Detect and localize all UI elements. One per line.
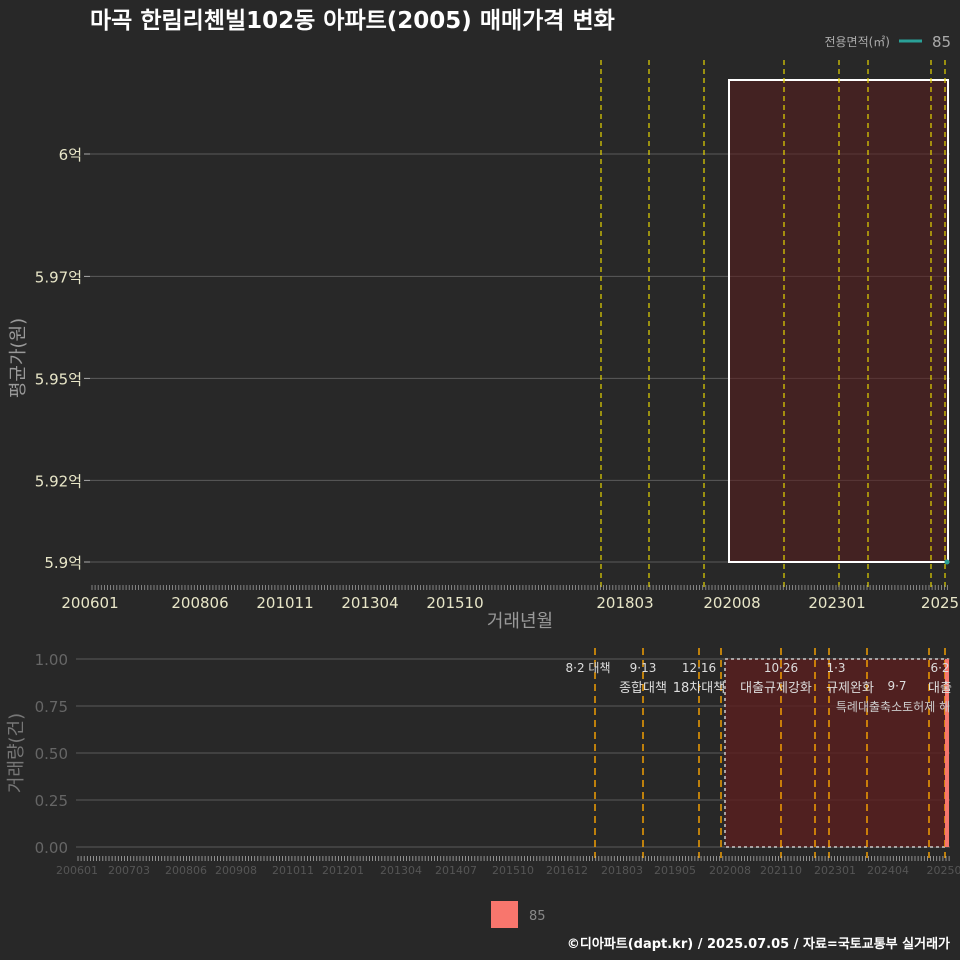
x-tick-label: 201407 — [435, 864, 477, 877]
y-tick-label: 0.75 — [35, 698, 68, 716]
x-tick-label: 201905 — [654, 864, 696, 877]
y-axis-title: 평균가(원) — [8, 318, 29, 398]
y-tick-label: 5.92억 — [35, 472, 82, 490]
x-axis-title: 거래년월 — [487, 611, 553, 632]
x-tick-label: 202301 — [808, 594, 865, 612]
x-tick-label: 200601 — [61, 594, 118, 612]
y-tick-label: 0.25 — [35, 792, 68, 810]
y-tick-label: 5.97억 — [35, 268, 82, 286]
annotation-date: 10·26 — [764, 661, 798, 675]
annotation-label: 특례대출축소토허제 해 — [836, 700, 950, 714]
y-tick-label: 0.50 — [35, 745, 68, 763]
chart-title: 마곡 한림리첸빌102동 아파트(2005) 매매가격 변화 — [90, 8, 615, 34]
x-tick-label: 200601 — [56, 864, 98, 877]
y-axis-title: 거래량(건) — [6, 713, 27, 793]
x-tick-label: 202110 — [760, 864, 802, 877]
x-tick-label: 200806 — [165, 864, 207, 877]
x-tick-label: 201011 — [272, 864, 314, 877]
x-tick-label: 201011 — [256, 594, 313, 612]
annotation-date: 8·2 대책 — [566, 660, 611, 675]
annotation-label: 대출 — [928, 681, 952, 696]
y-tick-label: 1.00 — [35, 651, 68, 669]
y-tick-label: 5.9억 — [44, 554, 82, 572]
x-tick-label: 202008 — [709, 864, 751, 877]
y-tick-label: 5.95억 — [35, 370, 82, 388]
x-tick-label: 201803 — [601, 864, 643, 877]
x-tick-label: 200806 — [171, 594, 228, 612]
annotation-label: 종합대책 — [619, 681, 667, 696]
highlight-box — [724, 658, 949, 848]
x-tick-label: 201612 — [546, 864, 588, 877]
x-tick-label: 200703 — [108, 864, 150, 877]
annotation-label: 18차대책 — [673, 681, 725, 696]
x-tick-label: 200908 — [215, 864, 257, 877]
annotation-date: 9·13 — [630, 661, 657, 675]
annotation-label: 대출규제강화 — [740, 681, 812, 696]
bar — [945, 659, 949, 847]
x-tick-label: 202301 — [814, 864, 856, 877]
x-tick-label: 2025 — [921, 594, 959, 612]
annotation-date: 12·16 — [682, 661, 716, 675]
legend-swatch — [491, 901, 518, 928]
y-tick-label: 6억 — [59, 146, 82, 164]
x-tick-label: 201304 — [341, 594, 398, 612]
legend-label: 85 — [932, 33, 951, 51]
legend-title: 전용면적(㎡) — [824, 35, 890, 49]
annotation-date: 1·3 — [826, 661, 845, 675]
x-tick-label: 201510 — [492, 864, 534, 877]
data-point — [944, 559, 950, 565]
annotation-date: 9·7 — [887, 679, 906, 693]
y-tick-label: 0.00 — [35, 839, 68, 857]
x-tick-label: 202008 — [703, 594, 760, 612]
x-tick-label: 201304 — [380, 864, 422, 877]
annotation-label: 규제완화 — [826, 681, 874, 696]
annotation-date: 6·2 — [930, 661, 949, 675]
x-tick-label: 201510 — [426, 594, 483, 612]
x-tick-label: 202404 — [867, 864, 909, 877]
x-tick-label: 20250 — [927, 864, 960, 877]
footer-credit: ©디아파트(dapt.kr) / 2025.07.05 / 자료=국토교통부 실… — [567, 936, 950, 952]
legend-label: 85 — [529, 909, 546, 924]
x-tick-label: 201803 — [596, 594, 653, 612]
x-tick-label: 201201 — [322, 864, 364, 877]
